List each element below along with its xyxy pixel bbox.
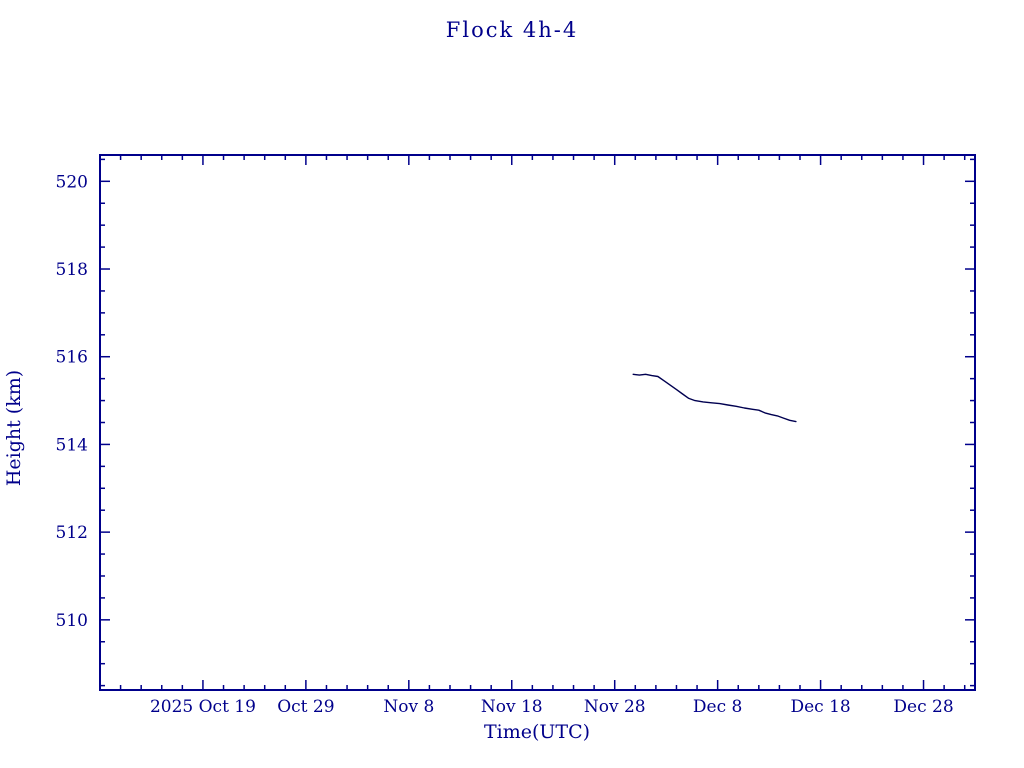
x-tick-label: Dec 18: [790, 697, 850, 717]
data-series: [632, 373, 797, 423]
y-axis-label: Height (km): [3, 370, 25, 486]
x-tick-label: Nov 18: [481, 697, 543, 717]
x-tick-label: Dec 8: [693, 697, 742, 717]
x-tick-label: 2025 Oct 19: [150, 697, 256, 717]
x-tick-label: Nov 28: [584, 697, 646, 717]
x-tick-label: Oct 29: [277, 697, 334, 717]
plot-frame: [99, 154, 976, 691]
y-tick-label: 512: [56, 523, 88, 543]
y-tick-label: 516: [56, 348, 88, 368]
y-tick-label: 518: [56, 260, 88, 280]
x-axis-label: Time(UTC): [484, 721, 590, 743]
chart-title: Flock 4h-4: [446, 18, 578, 42]
y-tick-label: 520: [56, 172, 88, 192]
y-tick-label: 514: [56, 435, 88, 455]
axis-ticks: [100, 155, 975, 690]
plot-border: [99, 154, 976, 691]
y-tick-label: 510: [56, 611, 88, 631]
series-line-orbit-height: [632, 373, 797, 423]
x-tick-label: Dec 28: [893, 697, 953, 717]
x-tick-label: Nov 8: [383, 697, 434, 717]
tick-labels: 2025 Oct 19 Oct 29 Nov 8 Nov 18 Nov 28 Dec 8 D…: [56, 172, 954, 717]
